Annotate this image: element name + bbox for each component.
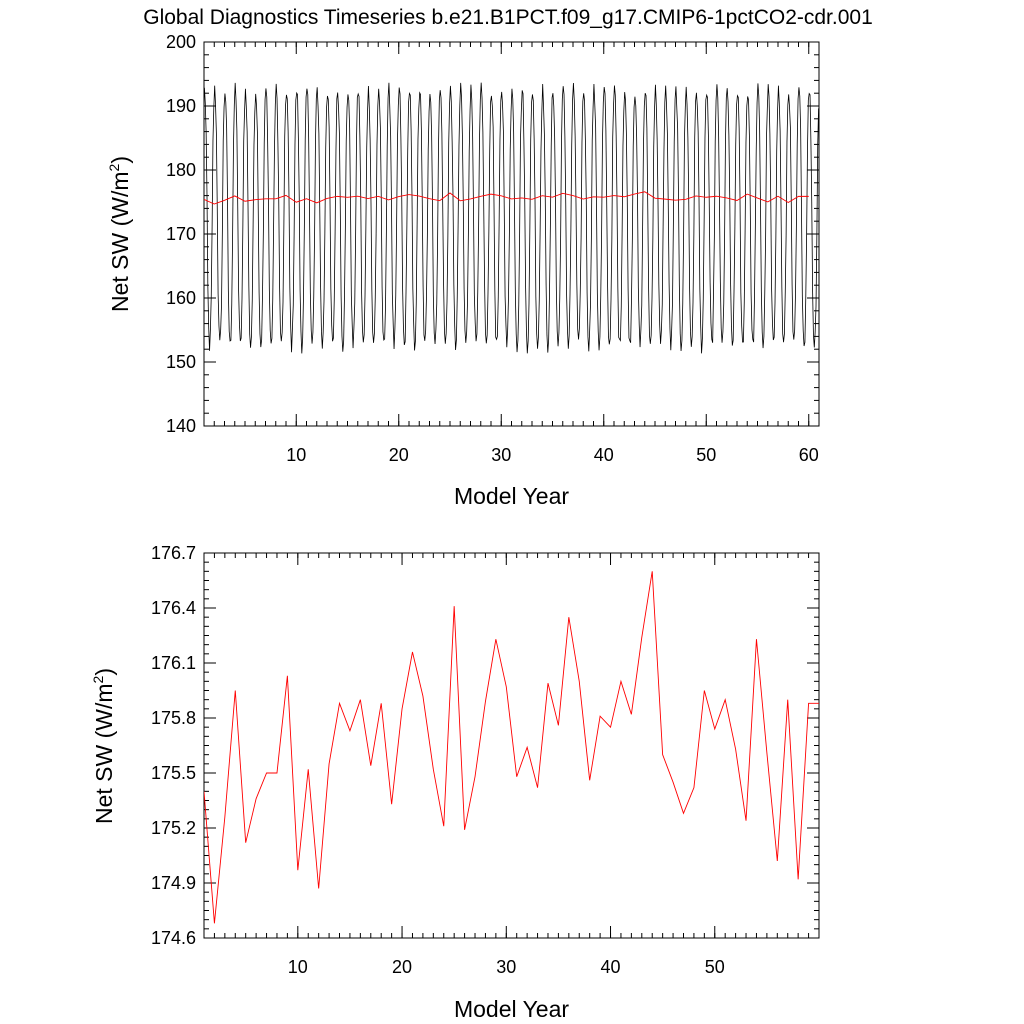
x-tick-label: 30 bbox=[491, 445, 511, 465]
top-panel: 10 20 30 40 50 60 140 150 160 170 180 190 200 Model Y… bbox=[106, 32, 820, 509]
y-tick-label: 140 bbox=[166, 416, 196, 436]
y-axis-label: Net SW (W/m2) bbox=[90, 668, 117, 824]
annual-mean-series-line bbox=[204, 571, 819, 924]
y-tick-label: 175.8 bbox=[151, 708, 196, 728]
y-axis-label: Net SW (W/m2) bbox=[106, 156, 133, 312]
plot-area bbox=[204, 82, 819, 354]
y-axis-label-main: Net SW (W/m bbox=[107, 171, 133, 312]
plot-area bbox=[204, 571, 819, 924]
y-tick-label: 150 bbox=[166, 352, 196, 372]
x-tick-label: 60 bbox=[799, 445, 819, 465]
x-tick-label: 10 bbox=[286, 445, 306, 465]
chart-title: Global Diagnostics Timeseries b.e21.B1PC… bbox=[143, 6, 873, 29]
x-tick-label: 30 bbox=[496, 957, 516, 977]
y-tick-label: 200 bbox=[166, 32, 196, 52]
x-tick-label: 50 bbox=[705, 957, 725, 977]
y-tick-label: 174.9 bbox=[151, 873, 196, 893]
x-tick-label: 40 bbox=[594, 445, 614, 465]
annual-mean-series-line bbox=[204, 191, 809, 205]
y-axis-label-close: ) bbox=[107, 156, 133, 164]
y-tick-label: 174.6 bbox=[151, 928, 196, 948]
y-tick-label: 190 bbox=[166, 96, 196, 116]
y-axis-label-superscript: 2 bbox=[90, 675, 106, 683]
y-axis-label-superscript: 2 bbox=[106, 163, 122, 171]
bottom-panel: 10 20 30 40 50 174.6 174.9 175.2 175.5 175.8 176.1… bbox=[90, 543, 820, 1022]
monthly-series-line bbox=[204, 82, 819, 354]
y-tick-label: 170 bbox=[166, 224, 196, 244]
y-tick-label: 180 bbox=[166, 160, 196, 180]
x-tick-label: 10 bbox=[288, 957, 308, 977]
y-tick-label: 160 bbox=[166, 288, 196, 308]
y-axis-label-close: ) bbox=[91, 668, 117, 676]
y-tick-label: 176.1 bbox=[151, 653, 196, 673]
y-tick-label: 176.4 bbox=[151, 598, 196, 618]
x-axis-label: Model Year bbox=[454, 996, 569, 1022]
x-tick-label: 20 bbox=[389, 445, 409, 465]
y-tick-label: 176.7 bbox=[151, 543, 196, 563]
y-tick-label: 175.5 bbox=[151, 763, 196, 783]
x-axis-label: Model Year bbox=[454, 483, 569, 509]
y-axis-label-main: Net SW (W/m bbox=[91, 683, 117, 824]
y-tick-label: 175.2 bbox=[151, 818, 196, 838]
x-tick-label: 40 bbox=[601, 957, 621, 977]
plot-frame bbox=[203, 552, 820, 939]
x-tick-label: 50 bbox=[696, 445, 716, 465]
x-tick-label: 20 bbox=[392, 957, 412, 977]
